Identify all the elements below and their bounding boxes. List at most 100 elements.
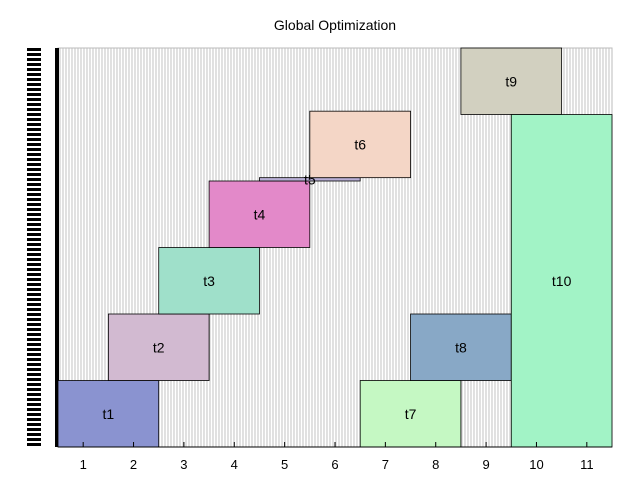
task-rect	[309, 110, 411, 179]
y-tick-mark	[27, 198, 41, 201]
task-bar-t10: t10	[510, 114, 613, 448]
y-tick-mark	[27, 288, 41, 291]
y-tick-mark	[27, 388, 41, 391]
x-tick-label: 8	[432, 457, 439, 472]
y-tick-mark	[27, 403, 41, 406]
x-tick-label: 7	[382, 457, 389, 472]
y-tick-mark	[27, 263, 41, 266]
y-tick-mark	[27, 238, 41, 241]
task-bars: t1 t2 t3 t4 t5 t6 t7 t8 t9 t10	[57, 47, 613, 448]
y-tick-mark	[27, 393, 41, 396]
y-tick-mark	[27, 118, 41, 121]
y-tick-mark	[27, 113, 41, 116]
task-label: t5	[304, 171, 316, 187]
x-tick-label: 1	[80, 457, 87, 472]
task-label: t9	[505, 73, 517, 89]
y-tick-mark	[27, 188, 41, 191]
y-axis	[27, 48, 59, 447]
y-tick-mark	[27, 208, 41, 211]
y-axis-line	[55, 48, 59, 447]
task-bar-t4: t4	[208, 180, 311, 248]
task-label: t4	[254, 206, 266, 222]
task-rect	[107, 313, 210, 381]
y-tick-mark	[27, 438, 41, 441]
y-tick-mark	[27, 283, 41, 286]
y-tick-mark	[27, 383, 41, 386]
task-bar-t2: t2	[107, 313, 210, 381]
y-tick-mark	[27, 363, 41, 366]
task-bar-t7: t7	[359, 380, 462, 448]
task-bar-t6: t6	[309, 110, 411, 179]
y-tick-mark	[27, 328, 41, 331]
y-tick-mark	[27, 423, 41, 426]
y-tick-mark	[27, 278, 41, 281]
task-bar-t9: t9	[460, 47, 563, 115]
task-label: t6	[354, 136, 366, 152]
y-tick-mark	[27, 308, 41, 311]
y-tick-mark	[27, 233, 41, 236]
x-axis: 1 2 3 4 5 6 7 8 9 10 11	[58, 442, 612, 472]
y-tick-mark	[27, 408, 41, 411]
task-label: t1	[103, 406, 115, 422]
task-rect	[410, 313, 512, 381]
y-tick-mark	[27, 123, 41, 126]
y-tick-mark	[27, 103, 41, 106]
task-label: t2	[153, 339, 165, 355]
y-tick-mark	[27, 93, 41, 96]
y-tick-mark	[27, 153, 41, 156]
y-tick-mark	[27, 418, 41, 421]
y-tick-mark	[27, 368, 41, 371]
y-tick-mark	[27, 173, 41, 176]
y-tick-mark	[27, 48, 41, 51]
y-tick-mark	[27, 358, 41, 361]
y-tick-mark	[27, 293, 41, 296]
y-tick-mark	[27, 218, 41, 221]
task-bar-t1: t1	[57, 380, 160, 448]
y-tick-mark	[27, 58, 41, 61]
x-tick-label: 11	[580, 457, 594, 472]
task-rect	[510, 114, 613, 448]
y-tick-mark	[27, 398, 41, 401]
task-label: t7	[405, 406, 417, 422]
y-tick-mark	[27, 68, 41, 71]
y-tick-mark	[27, 323, 41, 326]
y-tick-mark	[27, 148, 41, 151]
y-tick-mark	[27, 163, 41, 166]
task-label: t8	[455, 339, 467, 355]
y-tick-mark	[27, 63, 41, 66]
y-tick-mark	[27, 268, 41, 271]
task-rect	[158, 247, 260, 315]
y-tick-mark	[27, 253, 41, 256]
y-tick-mark	[27, 333, 41, 336]
y-tick-mark	[27, 88, 41, 91]
y-tick-mark	[27, 258, 41, 261]
y-tick-mark	[27, 428, 41, 431]
task-rect	[208, 180, 311, 248]
y-tick-mark	[27, 348, 41, 351]
y-tick-mark	[27, 108, 41, 111]
x-tick-label: 5	[281, 457, 288, 472]
y-tick-mark	[27, 83, 41, 86]
y-tick-mark	[27, 343, 41, 346]
y-tick-mark	[27, 298, 41, 301]
y-tick-mark	[27, 338, 41, 341]
y-tick-mark	[27, 133, 41, 136]
y-tick-mark	[27, 98, 41, 101]
y-tick-mark	[27, 413, 41, 416]
x-tick-label: 2	[130, 457, 137, 472]
y-tick-mark	[27, 78, 41, 81]
y-tick-mark	[27, 318, 41, 321]
y-tick-mark	[27, 243, 41, 246]
y-tick-mark	[27, 433, 41, 436]
y-tick-mark	[27, 273, 41, 276]
task-bar-t8: t8	[410, 313, 512, 381]
y-tick-mark	[27, 443, 41, 446]
x-tick-label: 4	[231, 457, 238, 472]
y-tick-mark	[27, 353, 41, 356]
x-tick-label: 10	[529, 457, 543, 472]
y-tick-mark	[27, 228, 41, 231]
y-tick-mark	[27, 193, 41, 196]
y-tick-mark	[27, 138, 41, 141]
y-tick-mark	[27, 223, 41, 226]
